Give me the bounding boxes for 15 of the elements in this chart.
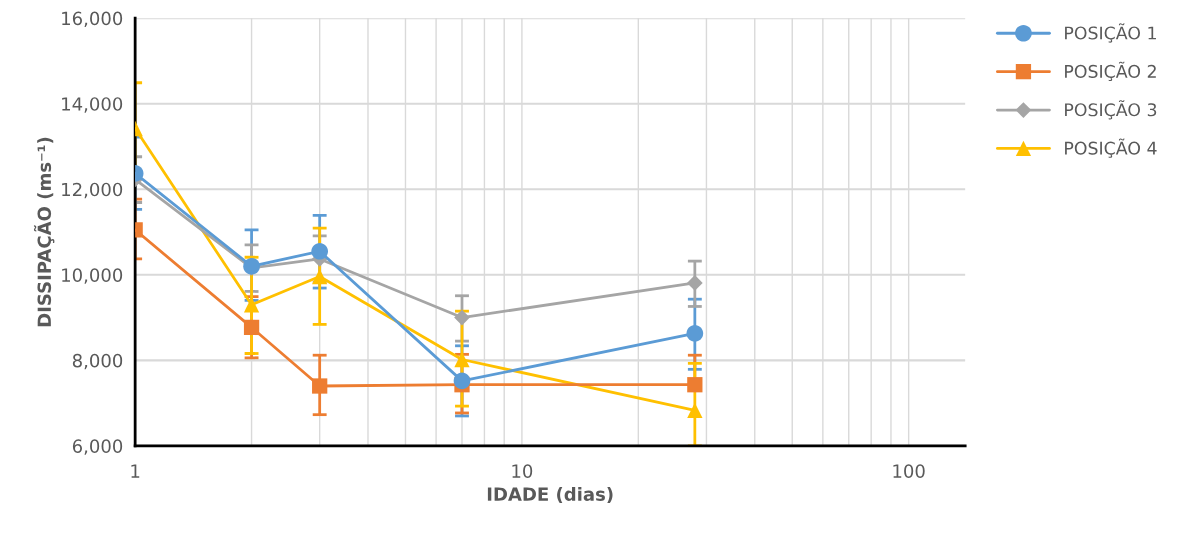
x-tick-label: 1 bbox=[131, 464, 140, 478]
legend-label: POSIÇÃO 3 bbox=[1065, 100, 1157, 120]
legend-label: POSIÇÃO 2 bbox=[1065, 61, 1156, 82]
y-axis-title: DISSIPAÇÃO (ms⁻¹) bbox=[33, 137, 55, 327]
x-tick-label: 10 bbox=[512, 464, 533, 478]
y-tick-label: 12,000 bbox=[62, 182, 123, 199]
y-tick-label: 6,000 bbox=[72, 439, 123, 455]
y-tick-label: 8,000 bbox=[72, 353, 123, 370]
y-tick-label: 10,000 bbox=[62, 268, 123, 284]
y-tick-label: 16,000 bbox=[62, 11, 123, 28]
y-tick-label: 14,000 bbox=[62, 97, 123, 113]
x-axis-title: IDADE (dias) bbox=[487, 486, 613, 504]
legend-label: POSIÇÃO 4 bbox=[1065, 138, 1157, 158]
legend-label: POSIÇÃO 1 bbox=[1065, 23, 1156, 43]
x-tick-label: 100 bbox=[893, 464, 925, 478]
